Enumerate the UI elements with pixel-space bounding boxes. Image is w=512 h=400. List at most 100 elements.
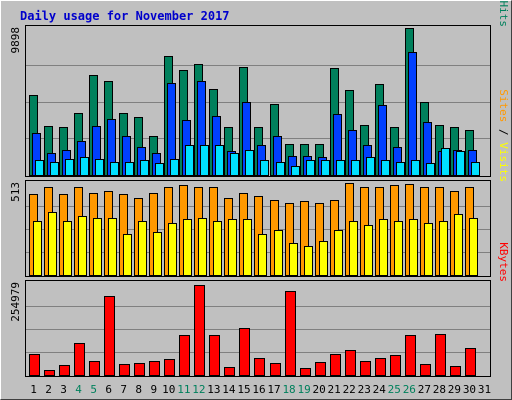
bar-sites-day-29	[454, 214, 463, 276]
bar-sites-day-5	[93, 218, 102, 276]
bar-kbytes-day-7	[119, 364, 130, 376]
x-tick-label-day-13: 13	[207, 383, 220, 396]
bar-pages-day-5	[95, 159, 104, 176]
x-tick-label-day-5: 5	[90, 383, 97, 396]
bar-sites-day-21	[334, 230, 343, 276]
bar-sites-day-11	[183, 219, 192, 276]
legend-entry: Hits	[497, 1, 510, 28]
bar-kbytes-day-6	[104, 296, 115, 376]
bar-sites-day-25	[394, 221, 403, 276]
bar-pages-day-29	[456, 151, 465, 176]
bar-sites-day-28	[439, 221, 448, 276]
bar-sites-day-14	[228, 219, 237, 276]
bar-pages-day-22	[351, 160, 360, 176]
bar-pages-day-9	[155, 163, 164, 176]
bar-kbytes-day-18	[285, 291, 296, 376]
chart-title: Daily usage for November 2017	[20, 9, 230, 23]
x-tick-label-day-28: 28	[433, 383, 446, 396]
bar-pages-day-4	[80, 157, 89, 176]
x-tick-label-day-4: 4	[75, 383, 82, 396]
bar-kbytes-day-5	[89, 361, 100, 376]
x-tick-label-day-17: 17	[267, 383, 280, 396]
bar-pages-day-6	[110, 162, 119, 176]
x-tick-label-day-30: 30	[463, 383, 476, 396]
bar-sites-day-27	[424, 223, 433, 276]
bar-kbytes-day-12	[194, 285, 205, 376]
y-max-label: 513	[9, 182, 22, 202]
x-tick-label-day-24: 24	[373, 383, 387, 396]
bar-kbytes-day-10	[164, 359, 175, 376]
legend-entry: /	[497, 0, 510, 1]
x-tick-label-day-6: 6	[105, 383, 112, 396]
x-tick-label-day-10: 10	[162, 383, 175, 396]
bar-sites-day-26	[409, 219, 418, 276]
bar-sites-day-30	[469, 218, 478, 276]
bar-sites-day-8	[138, 221, 147, 276]
y-max-label: 254979	[9, 282, 22, 322]
bar-kbytes-day-20	[315, 362, 326, 376]
bar-kbytes-day-22	[345, 350, 356, 376]
bar-kbytes-day-4	[74, 343, 85, 376]
x-tick-label-day-23: 23	[358, 383, 371, 396]
bar-pages-day-23	[366, 157, 375, 176]
bar-pages-day-10	[170, 159, 179, 176]
bar-kbytes-day-24	[375, 358, 386, 376]
bar-sites-day-3	[63, 221, 72, 276]
x-tick-label-day-3: 3	[60, 383, 67, 396]
x-tick-label-day-19: 19	[297, 383, 310, 396]
bar-kbytes-day-28	[435, 334, 446, 376]
bar-pages-day-3	[65, 159, 74, 176]
legend-entry: KBytes	[497, 242, 510, 282]
bar-sites-day-23	[364, 225, 373, 276]
x-tick-label-day-16: 16	[252, 383, 265, 396]
bar-sites-day-2	[48, 212, 57, 276]
bar-files-day-26	[408, 52, 417, 176]
bar-sites-day-22	[349, 221, 358, 276]
x-tick-label-day-26: 26	[403, 383, 416, 396]
bar-sites-day-19	[304, 246, 313, 276]
bar-kbytes-day-17	[270, 363, 281, 376]
legend-entry: Sites	[497, 89, 510, 122]
bar-kbytes-day-9	[149, 361, 160, 376]
bar-sites-day-9	[153, 232, 162, 276]
bar-kbytes-day-26	[405, 335, 416, 376]
bar-kbytes-day-30	[465, 348, 476, 376]
bar-sites-day-4	[78, 216, 87, 276]
bar-sites-day-20	[319, 241, 328, 276]
bar-pages-day-17	[276, 162, 285, 176]
bar-kbytes-day-2	[44, 370, 55, 376]
x-tick-label-day-15: 15	[237, 383, 250, 396]
bar-pages-day-21	[336, 160, 345, 176]
bar-sites-day-6	[108, 218, 117, 276]
bar-pages-day-15	[245, 150, 254, 176]
x-tick-label-day-20: 20	[313, 383, 326, 396]
x-tick-label-day-7: 7	[120, 383, 127, 396]
bar-kbytes-day-16	[254, 358, 265, 376]
x-tick-label-day-31: 31	[478, 383, 491, 396]
bar-pages-day-11	[185, 145, 194, 176]
bar-kbytes-day-27	[420, 364, 431, 376]
bar-sites-day-12	[198, 218, 207, 276]
bar-kbytes-day-23	[360, 361, 371, 376]
bar-kbytes-day-14	[224, 367, 235, 376]
bar-sites-day-24	[379, 219, 388, 276]
bar-pages-day-20	[321, 160, 330, 176]
bar-pages-day-13	[215, 145, 224, 176]
x-tick-label-day-22: 22	[343, 383, 356, 396]
legend-entry: /	[497, 122, 510, 142]
x-tick-label-day-12: 12	[192, 383, 205, 396]
bar-kbytes-day-3	[59, 365, 70, 376]
x-tick-label-day-25: 25	[388, 383, 401, 396]
x-tick-label-day-2: 2	[45, 383, 52, 396]
bar-pages-day-2	[50, 162, 59, 176]
bar-pages-day-19	[306, 160, 315, 176]
legend-kbytes: KBytes	[497, 242, 510, 282]
x-tick-label-day-27: 27	[418, 383, 431, 396]
bar-kbytes-day-8	[134, 363, 145, 376]
legend-visits-sites: Sites / Visits	[497, 89, 510, 182]
bar-kbytes-day-11	[179, 335, 190, 376]
bar-pages-day-28	[441, 148, 450, 176]
x-tick-label-day-29: 29	[448, 383, 461, 396]
